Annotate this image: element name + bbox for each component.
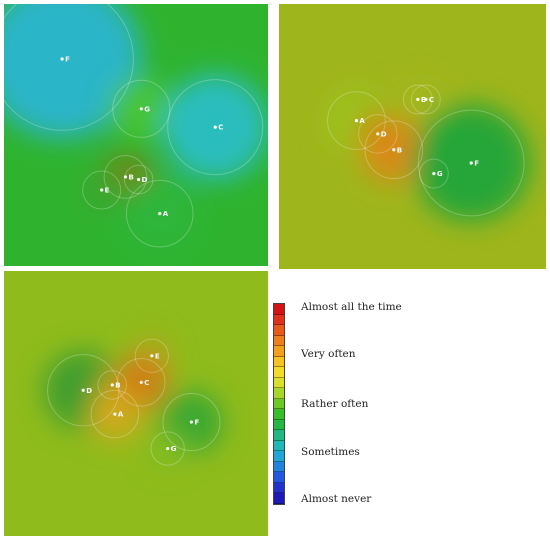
contour-ring — [117, 358, 166, 407]
legend-color-segment — [274, 377, 284, 389]
data-point-d — [376, 132, 380, 136]
contour-ring — [418, 158, 449, 189]
legend-color-segment — [274, 335, 284, 347]
contour-ring — [167, 79, 264, 176]
contour-ring — [112, 79, 171, 138]
point-label-f: F — [474, 160, 479, 168]
data-point-a — [113, 412, 117, 416]
data-point-e — [150, 354, 154, 358]
data-point-e — [416, 97, 420, 101]
legend-color-segment — [274, 409, 284, 420]
contour-ring — [402, 84, 433, 115]
point-label-a: A — [118, 411, 124, 419]
data-point-f — [189, 420, 194, 424]
contour-ring — [417, 109, 525, 217]
legend-color-segment — [274, 430, 284, 441]
data-point-c — [424, 97, 428, 101]
point-label-a: A — [359, 117, 365, 125]
point-label-g: G — [437, 170, 443, 178]
data-point-d — [81, 388, 85, 392]
contour-ring — [4, 4, 134, 131]
data-point-c — [139, 380, 143, 384]
point-label-d: D — [86, 387, 92, 395]
legend-color-segment — [274, 493, 284, 504]
legend-color-segment — [274, 346, 284, 357]
data-point-g — [166, 446, 170, 451]
legend-color-segment — [274, 388, 284, 399]
point-label-c: C — [144, 379, 149, 387]
legend-label: Sometimes — [301, 446, 360, 459]
point-label-c: C — [429, 96, 434, 104]
legend-color-segment — [274, 419, 284, 431]
data-point-g — [432, 172, 436, 176]
legend-color-segment — [274, 314, 284, 326]
contour-ring — [327, 91, 386, 150]
contour-ring — [82, 170, 122, 210]
contour-ring — [90, 389, 140, 439]
contour-ring — [103, 155, 148, 199]
contour-ring — [410, 84, 441, 115]
data-point-f — [60, 57, 64, 61]
legend-color-segment — [274, 472, 284, 483]
legend-color-segment — [274, 325, 284, 336]
contour-ring — [97, 370, 127, 400]
contour-ring — [162, 393, 221, 452]
legend-color-segment — [274, 304, 284, 315]
legend-color-segment — [274, 440, 284, 452]
point-label-b: B — [397, 146, 402, 154]
legend-color-segment — [274, 367, 284, 378]
point-label-d: D — [381, 130, 387, 138]
legend-color-segment — [274, 398, 284, 410]
point-label-e: E — [421, 96, 426, 104]
contour-ring — [123, 164, 154, 195]
heatmap-panel-top-left: F G C B D E A — [4, 4, 268, 266]
data-point-e — [100, 188, 104, 192]
point-label-d: D — [142, 176, 148, 184]
point-label-e: E — [155, 352, 160, 360]
data-point-f — [469, 161, 473, 165]
legend-label: Almost all the time — [301, 301, 402, 314]
contour-ring — [358, 114, 398, 154]
contour-ring — [134, 338, 169, 373]
point-label-g: G — [144, 105, 150, 113]
data-point-g — [139, 107, 143, 111]
contour-ring — [364, 120, 424, 180]
point-label-e: E — [105, 187, 110, 195]
legend-color-segment — [274, 356, 284, 368]
point-label-f: F — [65, 56, 70, 64]
data-point-c — [213, 125, 217, 129]
heatmap-svg: F G C B D E A — [4, 4, 268, 266]
data-point-a — [158, 212, 162, 216]
data-point-d — [137, 177, 141, 182]
legend-color-bar — [273, 303, 285, 505]
contour-ring — [125, 179, 194, 248]
legend-label: Very often — [301, 347, 356, 360]
contour-ring — [150, 431, 185, 466]
legend-label: Rather often — [301, 398, 369, 410]
point-label-c: C — [218, 124, 223, 132]
data-point-b — [123, 175, 128, 179]
heatmap-svg: A E C D B G F — [279, 4, 546, 269]
point-label-a: A — [163, 210, 169, 218]
legend-color-segment — [274, 451, 284, 462]
legend-color-segment — [274, 461, 284, 473]
point-label-b: B — [115, 381, 120, 389]
data-point-a — [354, 119, 359, 123]
data-point-b — [110, 383, 114, 387]
point-label-b: B — [128, 173, 133, 181]
legend-label: Almost never — [301, 492, 372, 505]
legend-color-segment — [274, 482, 284, 494]
color-legend: Almost all the time Very often Rather ofte… — [273, 301, 413, 505]
point-label-g: G — [171, 445, 177, 453]
point-label-f: F — [194, 419, 199, 427]
heatmap-blob-f — [4, 4, 142, 139]
contour-ring — [47, 354, 120, 427]
data-point-b — [392, 148, 396, 152]
heatmap-panel-bottom-left: E D B C A F G — [4, 271, 268, 536]
heatmap-svg: E D B C A F G — [4, 271, 268, 536]
